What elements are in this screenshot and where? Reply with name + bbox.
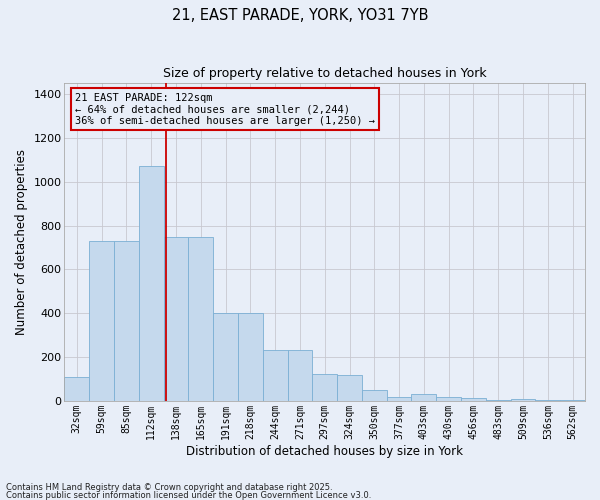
X-axis label: Distribution of detached houses by size in York: Distribution of detached houses by size …	[186, 444, 463, 458]
Text: Contains public sector information licensed under the Open Government Licence v3: Contains public sector information licen…	[6, 491, 371, 500]
Title: Size of property relative to detached houses in York: Size of property relative to detached ho…	[163, 68, 487, 80]
Bar	[263, 350, 287, 401]
Bar	[461, 398, 486, 401]
Bar	[188, 236, 213, 401]
Bar	[511, 398, 535, 401]
Bar	[64, 377, 89, 401]
Bar	[313, 374, 337, 401]
Bar	[238, 313, 263, 401]
Text: 21, EAST PARADE, YORK, YO31 7YB: 21, EAST PARADE, YORK, YO31 7YB	[172, 8, 428, 22]
Bar	[436, 396, 461, 401]
Bar	[337, 374, 362, 401]
Text: Contains HM Land Registry data © Crown copyright and database right 2025.: Contains HM Land Registry data © Crown c…	[6, 484, 332, 492]
Bar	[89, 241, 114, 401]
Bar	[386, 396, 412, 401]
Bar	[139, 166, 164, 401]
Bar	[114, 241, 139, 401]
Y-axis label: Number of detached properties: Number of detached properties	[15, 149, 28, 335]
Bar	[412, 394, 436, 401]
Bar	[287, 350, 313, 401]
Bar	[362, 390, 386, 401]
Bar	[213, 313, 238, 401]
Bar	[164, 236, 188, 401]
Text: 21 EAST PARADE: 122sqm
← 64% of detached houses are smaller (2,244)
36% of semi-: 21 EAST PARADE: 122sqm ← 64% of detached…	[75, 92, 375, 126]
